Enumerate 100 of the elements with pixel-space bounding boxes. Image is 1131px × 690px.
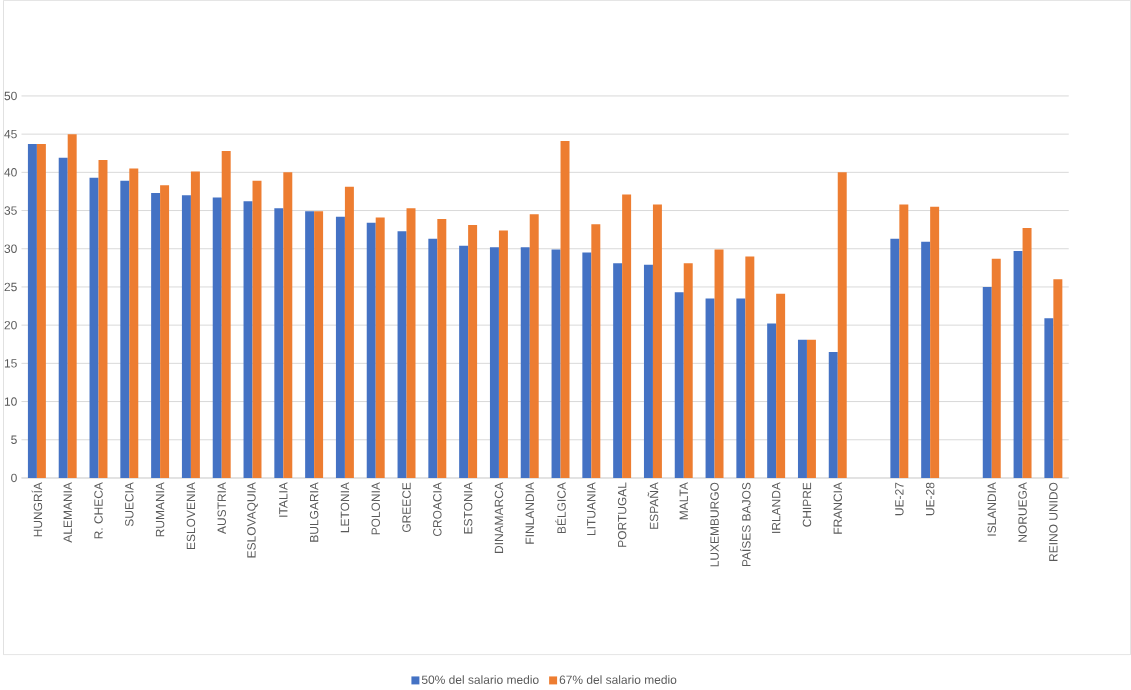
x-tick-label: AUSTRIA: [217, 482, 226, 535]
bar: [1053, 279, 1063, 479]
x-tick-label: LETONIA: [340, 482, 350, 533]
bar: [181, 195, 191, 479]
bar: [437, 219, 447, 479]
x-tick-label: NORUEGA: [1018, 482, 1027, 542]
bar: [397, 231, 407, 479]
bar: [551, 249, 561, 479]
x-tick-label: BÉLGICA: [555, 482, 566, 534]
y-tick-label: 15: [4, 359, 17, 368]
x-tick-label: HUNGRÍA: [31, 482, 43, 537]
y-tick-label: 35: [4, 206, 17, 215]
bar: [930, 206, 940, 479]
bar: [67, 134, 77, 479]
x-tick-label: LUXEMBURGO: [710, 482, 719, 567]
legend-label: 50% del salario medio: [421, 675, 539, 685]
x-tick-label: FRANCIA: [833, 482, 842, 534]
x-tick-label: IRLANDA: [772, 482, 781, 534]
x-tick-label: LITUANIA: [587, 482, 596, 536]
x-tick-label: FINLANDIA: [525, 482, 534, 544]
bar: [243, 201, 253, 479]
x-tick-label: ESLOVENIA: [186, 482, 196, 550]
bar: [797, 339, 807, 479]
y-tick-label: 10: [4, 397, 17, 406]
bar: [459, 245, 469, 479]
y-tick-label: 50: [4, 91, 17, 101]
bar: [560, 141, 570, 479]
x-tick-label: ESLOVAQUIA: [247, 482, 258, 558]
bar: [58, 158, 68, 479]
x-tick-label: DINAMARCA: [494, 482, 504, 554]
bar: [428, 239, 438, 479]
x-tick-label: PAÍSES BAJOS: [740, 482, 751, 567]
x-tick-label: CHIPRE: [802, 482, 812, 527]
x-tick-label: ITALIA: [279, 482, 288, 517]
bar: [314, 211, 324, 479]
x-tick-label: BULGARIA: [309, 482, 319, 542]
bar: [89, 177, 99, 479]
bar: [1013, 251, 1023, 479]
bar: [190, 171, 200, 479]
x-tick-label: REINO UNIDO: [1049, 482, 1058, 562]
bar: [991, 258, 1001, 479]
bar: [613, 263, 623, 479]
bar: [921, 242, 931, 479]
bar: [899, 204, 909, 479]
bar: [643, 264, 653, 479]
x-tick-label: PORTUGAL: [617, 482, 627, 547]
bar: [366, 222, 376, 479]
bar: [674, 292, 684, 479]
bar: [375, 217, 385, 479]
y-tick-label: 40: [4, 168, 17, 177]
x-tick-label: R. CHECA: [94, 482, 103, 539]
x-tick-label: POLONIA: [371, 482, 380, 535]
y-tick-label: 5: [11, 435, 17, 445]
bar: [27, 144, 37, 479]
bar: [283, 172, 293, 479]
bar: [151, 193, 161, 479]
bar: [890, 239, 900, 479]
x-tick-label: ESPAÑA: [647, 482, 659, 530]
x-tick-label: RUMANIA: [155, 482, 165, 537]
bar: [745, 256, 755, 479]
bar: [736, 298, 746, 479]
bar: [837, 172, 847, 479]
bar: [274, 208, 284, 479]
x-tick-label: CROACIA: [433, 482, 442, 537]
bar: [36, 144, 46, 479]
x-tick-label: ALEMANIA: [63, 482, 72, 543]
bar: [622, 194, 632, 479]
y-tick-label: 20: [4, 321, 17, 330]
y-tick-label: 25: [4, 282, 17, 292]
bar: [468, 225, 478, 479]
bar: [520, 247, 530, 479]
bar: [120, 180, 130, 479]
bar: [160, 185, 170, 479]
x-tick-label: ESTONIA: [463, 482, 473, 534]
bar: [776, 294, 786, 479]
bar: [806, 339, 816, 479]
bar: [982, 287, 992, 479]
bar: [828, 352, 838, 479]
y-tick-label: 0: [11, 473, 17, 483]
bar: [705, 298, 715, 479]
bar: [652, 204, 662, 479]
x-tick-label: UE-28: [925, 482, 935, 516]
bar: [1044, 318, 1054, 479]
x-tick-label: SUECIA: [125, 482, 134, 527]
bar: [529, 214, 539, 479]
bar: [489, 247, 499, 479]
x-tick-label: GREECE: [402, 482, 411, 533]
legend-label: 67% del salario medio: [559, 675, 677, 685]
x-tick-label: ISLANDIA: [987, 482, 996, 536]
bar: [1022, 228, 1032, 479]
bar: [305, 211, 315, 479]
y-tick-label: 45: [4, 130, 17, 139]
x-tick-label: MALTA: [679, 482, 688, 520]
bar: [335, 216, 345, 479]
bar: [683, 263, 693, 479]
bar: [221, 151, 231, 479]
bar: [582, 252, 592, 479]
y-tick-label: 30: [4, 244, 17, 254]
bar: [767, 323, 777, 479]
bar: [498, 230, 508, 479]
